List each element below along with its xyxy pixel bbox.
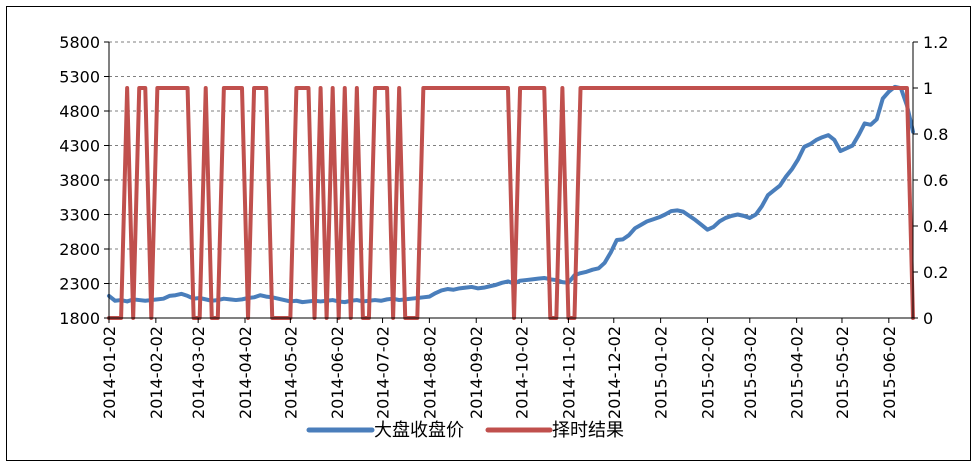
right-tick-label-2: 0.4 <box>923 217 948 236</box>
x-tick-label-8: 2014-09-02 <box>467 326 486 419</box>
left-tick-label-5: 4300 <box>59 137 100 156</box>
series-line-0 <box>107 84 915 305</box>
x-tick-label-0: 2014-01-02 <box>100 326 119 419</box>
right-tick-label-0: 0 <box>923 309 933 328</box>
x-tick-label-17: 2015-06-02 <box>880 326 899 419</box>
legend-label-1: 择时结果 <box>552 420 624 441</box>
x-tick-label-13: 2015-02-02 <box>698 326 717 419</box>
x-tick-label-11: 2014-12-02 <box>605 326 624 419</box>
right-tick-label-5: 1 <box>923 79 933 98</box>
x-tick-label-12: 2015-01-02 <box>652 326 671 419</box>
left-tick-label-3: 3300 <box>59 206 100 225</box>
series-line-1 <box>107 86 915 320</box>
x-tick-label-9: 2014-10-02 <box>513 326 532 419</box>
right-tick-label-3: 0.6 <box>923 171 948 190</box>
x-tick-label-5: 2014-06-02 <box>328 326 347 419</box>
left-tick-label-1: 2300 <box>59 275 100 294</box>
x-tick-label-6: 2014-07-02 <box>374 326 393 419</box>
x-tick-label-3: 2014-04-02 <box>236 326 255 419</box>
x-tick-label-4: 2014-05-02 <box>281 326 300 419</box>
series-lines <box>107 84 915 320</box>
legend: 大盘收盘价 择时结果 <box>306 420 624 441</box>
left-tick-label-0: 1800 <box>59 309 100 328</box>
x-tick-label-14: 2015-03-02 <box>741 326 760 419</box>
x-tick-label-7: 2014-08-02 <box>420 326 439 419</box>
left-tick-label-2: 2800 <box>59 240 100 259</box>
right-tick-label-4: 0.8 <box>923 125 948 144</box>
left-tick-label-7: 5300 <box>59 68 100 87</box>
right-tick-label-1: 0.2 <box>923 263 948 282</box>
right-tick-label-6: 1.2 <box>923 33 948 52</box>
x-tick-label-15: 2015-04-02 <box>788 326 807 419</box>
left-tick-label-6: 4800 <box>59 102 100 121</box>
x-tick-label-10: 2014-11-02 <box>559 326 578 419</box>
x-tick-label-1: 2014-02-02 <box>147 326 166 419</box>
left-tick-label-8: 5800 <box>59 33 100 52</box>
x-tick-label-2: 2014-03-02 <box>189 326 208 419</box>
chart-frame <box>6 6 971 461</box>
x-tick-label-16: 2015-05-02 <box>833 326 852 419</box>
axes: 1800 2300 2800 3300 3800 4300 4800 5300 5800 0 0.2… <box>59 33 948 419</box>
left-tick-label-4: 3800 <box>59 171 100 190</box>
legend-label-0: 大盘收盘价 <box>374 420 464 441</box>
